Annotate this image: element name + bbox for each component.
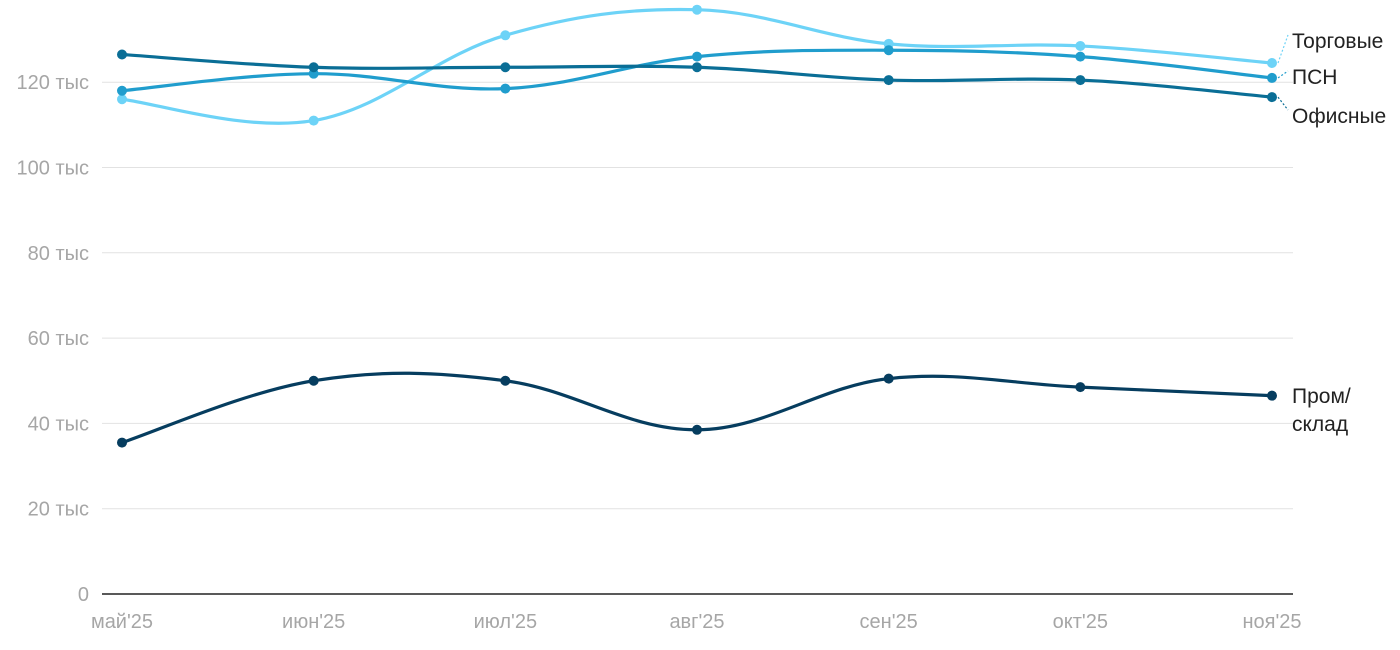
data-point: [1267, 58, 1277, 69]
data-point: [500, 83, 511, 94]
data-point: [692, 4, 702, 15]
y-tick-label: 80 тыс: [28, 243, 89, 265]
x-tick-label: сен'25: [860, 611, 918, 633]
label-leader-line: [1277, 70, 1289, 79]
data-point: [883, 45, 894, 56]
data-point: [1267, 72, 1277, 83]
x-tick-label: май'25: [91, 611, 153, 633]
series-end-label: Торговые: [1292, 30, 1383, 53]
data-point: [500, 62, 511, 73]
data-point: [692, 51, 702, 62]
label-leader-line: [1277, 34, 1289, 64]
data-point: [883, 373, 894, 384]
data-point: [308, 62, 319, 73]
data-point: [1075, 51, 1086, 62]
data-point: [308, 375, 319, 386]
gridlines: [102, 81, 1293, 595]
x-tick-label: авг'25: [669, 611, 724, 633]
series-end-label: Пром/склад: [1292, 385, 1351, 436]
y-axis-ticks: 0 20 тыс 40 тыс 60 тыс 80 тыс 100 тыс 120 тыс: [17, 72, 89, 606]
data-point: [1267, 92, 1277, 103]
data-point: [117, 49, 127, 60]
data-point: [500, 30, 511, 41]
data-point: [883, 75, 894, 86]
y-tick-label: 40 тыс: [28, 413, 89, 435]
series-end-label: ПСН: [1292, 66, 1337, 89]
data-point: [692, 62, 702, 73]
y-tick-label: 0: [78, 584, 89, 606]
series-lines: [117, 4, 1277, 448]
x-axis-ticks: май'25 июн'25 июл'25 авг'25 сен'25 окт'25 ноя'…: [91, 611, 1302, 633]
x-tick-label: июл'25: [474, 611, 537, 633]
data-point: [117, 85, 127, 96]
y-tick-label: 120 тыс: [17, 72, 89, 94]
x-tick-label: окт'25: [1053, 611, 1108, 633]
data-point: [692, 424, 702, 435]
y-tick-label: 60 тыс: [28, 328, 89, 350]
data-point: [117, 437, 127, 448]
series-end-labels: Торговые ПСН Офисные Пром/склад: [1277, 30, 1386, 436]
y-tick-label: 100 тыс: [17, 158, 89, 180]
data-point: [117, 94, 127, 105]
data-point: [308, 115, 319, 126]
data-point: [1075, 382, 1086, 393]
x-tick-label: июн'25: [282, 611, 345, 633]
series-end-label: Офисные: [1292, 105, 1386, 128]
x-tick-label: ноя'25: [1242, 611, 1301, 633]
data-point: [1075, 75, 1086, 86]
data-point: [1267, 390, 1277, 401]
data-point: [500, 375, 511, 386]
data-point: [1075, 40, 1086, 51]
y-tick-label: 20 тыс: [28, 499, 89, 521]
label-leader-line: [1277, 96, 1289, 111]
